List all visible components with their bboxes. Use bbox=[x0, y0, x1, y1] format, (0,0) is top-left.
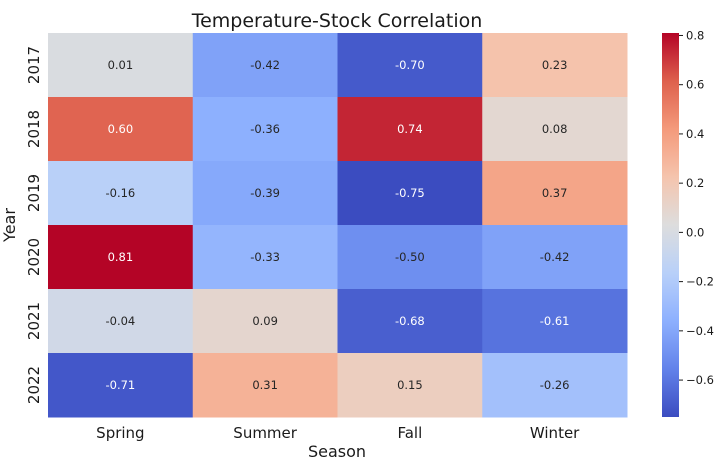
x-tick-labels: Spring Summer Fall Winter bbox=[96, 424, 580, 442]
heatmap-cell bbox=[337, 225, 483, 290]
heatmap-cell bbox=[192, 97, 338, 162]
heatmap-cell bbox=[48, 161, 194, 226]
cell-value-label: 0.74 bbox=[397, 122, 423, 136]
cell-value-label: -0.50 bbox=[395, 250, 425, 264]
cell-value-label: 0.09 bbox=[252, 314, 278, 328]
heatmap-cell bbox=[482, 161, 628, 226]
heatmap-cell bbox=[337, 289, 483, 354]
cell-value-label: -0.70 bbox=[395, 58, 425, 72]
heatmap-cell bbox=[192, 353, 338, 418]
heatmap-cell bbox=[482, 353, 628, 418]
cell-value-label: -0.04 bbox=[105, 314, 135, 328]
cell-value-label: 0.01 bbox=[108, 58, 134, 72]
heatmap-cell bbox=[482, 289, 628, 354]
cell-value-label: -0.71 bbox=[105, 378, 135, 392]
heatmap-cell bbox=[192, 161, 338, 226]
colorbar-tick-label: 0.8 bbox=[686, 28, 704, 42]
heatmap-cell bbox=[482, 33, 628, 98]
y-tick-labels: 2017 2018 2019 2020 2021 2022 bbox=[25, 46, 43, 404]
heatmap-cell bbox=[48, 97, 194, 162]
x-tick-label: Summer bbox=[233, 424, 297, 442]
x-tick-label: Fall bbox=[397, 424, 422, 442]
cell-value-label: -0.61 bbox=[540, 314, 570, 328]
colorbar-tick-label: −0.4 bbox=[686, 324, 714, 338]
colorbar bbox=[662, 33, 679, 417]
x-tick-label: Winter bbox=[530, 424, 580, 442]
cell-value-label: -0.68 bbox=[395, 314, 425, 328]
colorbar-tick-label: 0.4 bbox=[686, 127, 704, 141]
cell-value-label: -0.33 bbox=[250, 250, 280, 264]
cell-value-label: -0.16 bbox=[105, 186, 135, 200]
heatmap-cell bbox=[192, 225, 338, 290]
heatmap-cell bbox=[48, 353, 194, 418]
cell-value-label: 0.23 bbox=[542, 58, 568, 72]
colorbar-tick-label: 0.2 bbox=[686, 176, 704, 190]
x-tick-label: Spring bbox=[96, 424, 144, 442]
y-tick-label: 2017 bbox=[25, 46, 43, 84]
x-axis-title: Season bbox=[308, 442, 366, 461]
heatmap-cell bbox=[48, 225, 194, 290]
y-tick-label: 2020 bbox=[25, 238, 43, 276]
heatmap-cell bbox=[337, 97, 483, 162]
cell-value-label: 0.60 bbox=[108, 122, 134, 136]
heatmap-cell bbox=[337, 161, 483, 226]
cell-value-label: -0.36 bbox=[250, 122, 280, 136]
y-tick-label: 2018 bbox=[25, 110, 43, 148]
cell-value-label: -0.42 bbox=[540, 250, 570, 264]
colorbar-tick-label: 0.0 bbox=[686, 225, 704, 239]
y-tick-label: 2022 bbox=[25, 366, 43, 404]
colorbar-tick-label: 0.6 bbox=[686, 78, 704, 92]
cell-value-label: 0.15 bbox=[397, 378, 423, 392]
heatmap-cell bbox=[337, 353, 483, 418]
heatmap-cell bbox=[192, 33, 338, 98]
cell-value-label: -0.42 bbox=[250, 58, 280, 72]
heatmap-cell bbox=[482, 225, 628, 290]
cell-value-label: 0.08 bbox=[542, 122, 568, 136]
heatmap-cell bbox=[192, 289, 338, 354]
cell-value-label: 0.31 bbox=[252, 378, 278, 392]
colorbar-ticks: 0.8 0.6 0.4 0.2 0.0 −0.2 −0.4 −0.6 bbox=[679, 28, 714, 387]
heatmap-cell bbox=[48, 289, 194, 354]
cell-value-label: -0.39 bbox=[250, 186, 280, 200]
cell-value-label: 0.81 bbox=[108, 250, 134, 264]
heatmap-cell bbox=[482, 97, 628, 162]
cell-value-label: -0.75 bbox=[395, 186, 425, 200]
y-axis-title: Year bbox=[0, 208, 19, 243]
cell-value-label: 0.37 bbox=[542, 186, 568, 200]
y-tick-label: 2021 bbox=[25, 302, 43, 340]
heatmap-cells: 0.01 -0.42 -0.70 0.23 0.60 -0.36 0.74 0.08 -0.16… bbox=[48, 33, 628, 418]
heatmap-cell bbox=[337, 33, 483, 98]
colorbar-tick-label: −0.2 bbox=[686, 275, 714, 289]
heatmap-cell bbox=[48, 33, 194, 98]
chart-title: Temperature-Stock Correlation bbox=[191, 10, 483, 32]
colorbar-tick-label: −0.6 bbox=[686, 373, 714, 387]
cell-value-label: -0.26 bbox=[540, 378, 570, 392]
y-tick-label: 2019 bbox=[25, 174, 43, 212]
